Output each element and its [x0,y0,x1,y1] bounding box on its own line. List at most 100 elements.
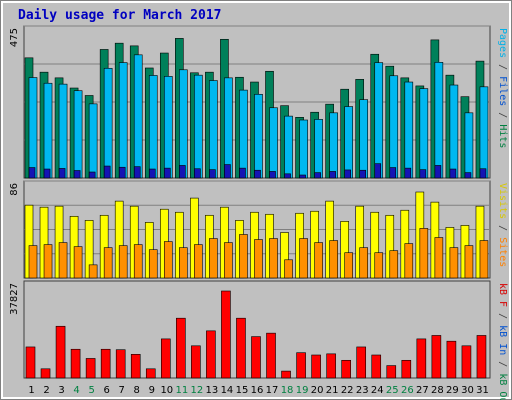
bar-kb-f [25,346,36,379]
bar-pages [434,165,442,179]
bar-kb-f [446,340,457,379]
bar-pages [209,169,216,179]
bar-sites [118,245,128,279]
x-tick-label: 15 [236,385,249,396]
bar-kb-f [55,325,66,379]
bar-pages [254,169,261,179]
bar-pages [344,169,351,179]
x-tick-label: 1 [28,385,34,396]
bar-files [148,75,158,179]
bar-pages [103,165,111,179]
bar-kb-f [115,349,126,379]
panel-bot: 37827 kB F / kB In / kB Out [9,280,508,400]
x-tick-label: 2 [43,385,49,396]
bar-kb-f [85,358,96,379]
legend-entry: kB F [497,283,508,307]
bar-sites [419,228,429,279]
bar-sites [194,244,203,279]
bar-sites [464,245,474,279]
bar-kb-f [356,346,367,379]
bar-pages [269,171,276,179]
bar-sites [299,238,308,279]
bar-sites [28,245,38,279]
x-tick-label: 10 [160,385,173,396]
bar-files [314,119,323,179]
series-legend: Pages / Files / Hits [497,28,508,148]
bar-files [284,115,293,179]
x-tick-label: 8 [134,385,140,396]
x-tick-label: 24 [371,385,384,396]
bar-pages [479,168,487,179]
bar-kb-f [145,368,156,379]
bar-kb-f [371,354,382,379]
bar-sites [359,247,369,279]
bar-sites [163,241,173,279]
bar-files [329,112,338,179]
bar-kb-f [476,335,487,379]
bar-pages [118,166,126,179]
bar-files [434,62,444,179]
x-tick-label: 22 [341,385,354,396]
bar-kb-f [416,338,427,379]
bar-pages [88,171,96,179]
x-tick-label: 16 [251,385,264,396]
bar-pages [163,167,171,179]
x-tick-label: 11 [175,385,188,396]
legend-entry: kB Out [497,373,508,400]
bar-pages [28,167,36,179]
x-tick-label: 25 [386,385,399,396]
bar-files [359,99,369,179]
bar-pages [314,172,321,179]
legend-entry: Pages [497,28,508,58]
bar-pages [239,167,246,179]
bar-kb-f [70,348,81,379]
bar-kb-f [176,317,186,379]
bar-files [449,84,459,179]
bar-files [479,86,489,179]
panel-top: 475 Pages / Files / Hits [9,25,508,179]
bar-sites [329,240,338,279]
bar-pages [224,164,231,179]
bar-sites [224,242,233,279]
legend-entry: Files [497,76,508,106]
bar-kb-f [236,317,246,379]
bar-pages [374,163,382,179]
bar-files [419,88,429,179]
bar-sites [449,247,459,279]
bar-kb-f [206,330,216,379]
x-tick-label: 13 [206,385,219,396]
bar-sites [148,249,158,279]
bar-pages [148,168,156,179]
bar-files [269,107,278,179]
bar-pages [58,168,66,179]
legend-entry: / [497,58,508,76]
series-legend: Visits / Sites [497,183,508,267]
legend-entry: / [497,355,508,373]
x-tick-label: 9 [149,385,155,396]
bar-sites [43,244,53,279]
legend-entry: kB In [497,325,508,355]
x-tick-label: 26 [401,385,414,396]
y-max-label: 37827 [9,283,20,315]
chart-title: Daily usage for March 2017 [18,8,222,23]
bar-pages [449,168,457,179]
bar-kb-f [296,352,306,379]
x-axis: 1 2 3 4 5 6 7 8 9 10 11 12 13 14 15 16 17 18 19 20 21 22 23 24 2… [28,385,489,396]
series-legend: kB F / kB In / kB Out [497,283,508,400]
x-tick-label: 29 [446,385,459,396]
bar-kb-f [431,335,442,379]
legend-entry: / [497,219,508,237]
legend-entry: / [497,307,508,325]
bar-kb-f [191,345,201,379]
legend-entry: Visits [497,183,508,219]
bar-pages [284,173,291,179]
bar-files [404,81,414,179]
bar-sites [58,242,68,279]
bar-sites [133,244,143,279]
bar-kb-f [401,359,412,379]
bar-pages [329,171,336,179]
x-tick-label: 7 [119,385,125,396]
x-tick-label: 30 [461,385,474,396]
bar-files [224,77,233,179]
